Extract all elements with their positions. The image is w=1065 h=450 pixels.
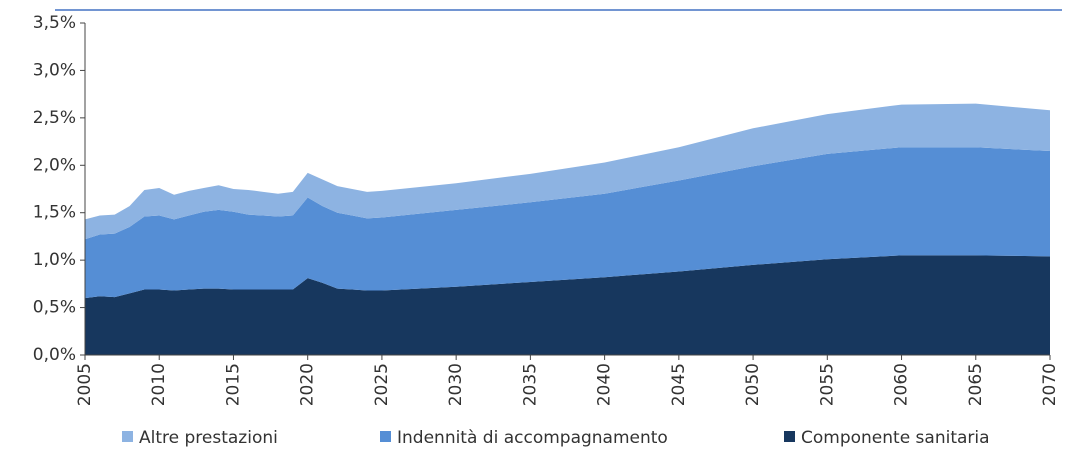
- legend-label: Componente sanitaria: [801, 428, 990, 448]
- x-tick-label: 2045: [669, 363, 689, 406]
- x-tick-label: 2055: [817, 363, 837, 406]
- x-tick-label: 2005: [75, 363, 95, 406]
- x-tick-label: 2020: [298, 363, 318, 406]
- area: [85, 147, 1050, 299]
- x-tick-label: 2015: [223, 363, 243, 406]
- legend-swatch: [784, 431, 795, 442]
- y-tick-label: 0,5%: [33, 298, 76, 318]
- y-tick-label: 2,5%: [33, 108, 76, 128]
- y-tick-label: 1,5%: [33, 203, 76, 223]
- legend-label: Altre prestazioni: [139, 428, 278, 448]
- y-tick-label: 3,5%: [33, 13, 76, 33]
- x-tick-label: 2025: [372, 363, 392, 406]
- area: [85, 255, 1050, 355]
- legend-swatch: [122, 431, 133, 442]
- x-tick-label: 2065: [966, 363, 986, 406]
- x-tick-label: 2060: [892, 363, 912, 406]
- x-tick-label: 2010: [149, 363, 169, 406]
- y-tick-label: 0,0%: [33, 345, 76, 365]
- x-tick-label: 2030: [446, 363, 466, 406]
- x-tick-label: 2050: [743, 363, 763, 406]
- x-tick-label: 2035: [520, 363, 540, 406]
- y-tick-label: 1,0%: [33, 250, 76, 270]
- area: [85, 103, 1050, 240]
- legend-label: Indennità di accompagnamento: [397, 428, 668, 448]
- legend-swatch: [380, 431, 391, 442]
- x-tick-label: 2070: [1040, 363, 1060, 406]
- y-tick-label: 2,0%: [33, 155, 76, 175]
- x-tick-label: 2040: [595, 363, 615, 406]
- y-tick-label: 3,0%: [33, 60, 76, 80]
